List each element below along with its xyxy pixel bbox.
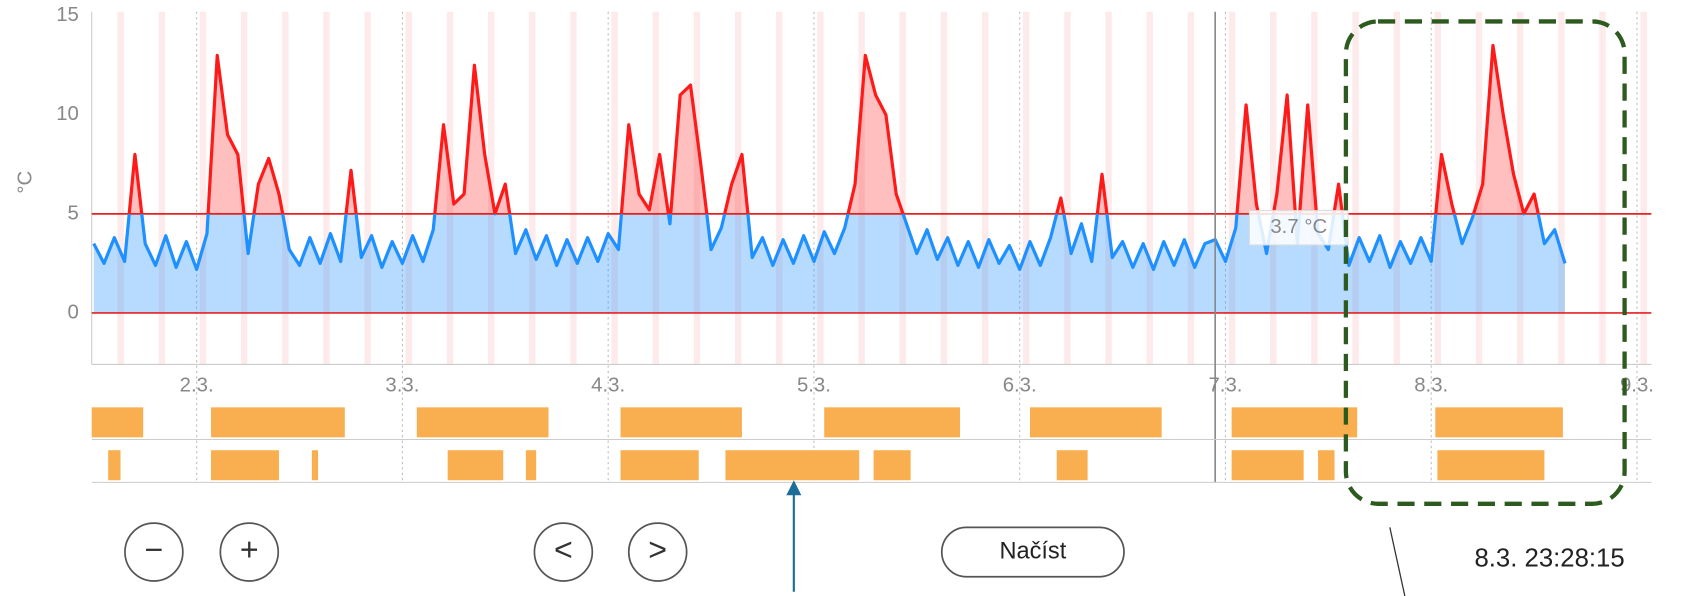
y-tick-label: 15 bbox=[56, 4, 79, 26]
prev-label[interactable]: < bbox=[554, 532, 573, 568]
load-label[interactable]: Načíst bbox=[999, 537, 1066, 563]
area-above bbox=[129, 45, 1539, 214]
highlight-box bbox=[1343, 19, 1627, 506]
state-band bbox=[108, 450, 121, 481]
state-band bbox=[447, 450, 504, 481]
state-band bbox=[1231, 450, 1304, 481]
zoom-in-button[interactable] bbox=[219, 522, 280, 582]
state-band bbox=[620, 407, 742, 438]
x-tick-label: 6.3. bbox=[1003, 374, 1037, 396]
y-tick-label: 0 bbox=[68, 301, 79, 323]
state-band bbox=[211, 450, 279, 481]
prev-button[interactable] bbox=[533, 522, 594, 582]
timestamp: 8.3. 23:28:15 bbox=[1474, 544, 1624, 572]
state-band bbox=[1435, 407, 1563, 438]
x-tick-label: 5.3. bbox=[797, 374, 831, 396]
state-band bbox=[873, 450, 911, 481]
state-band bbox=[1231, 407, 1358, 438]
state-band bbox=[416, 407, 549, 438]
zoom-in-label[interactable]: + bbox=[240, 532, 259, 568]
area-below bbox=[93, 213, 1565, 313]
zoom-out-button[interactable] bbox=[124, 522, 184, 582]
x-tick-label: 9.3. bbox=[1620, 374, 1654, 396]
zoom-out-label[interactable]: − bbox=[144, 532, 163, 568]
state-band bbox=[525, 450, 537, 481]
x-tick-label: 8.3. bbox=[1414, 374, 1448, 396]
tooltip-label: 3.7 °C bbox=[1270, 216, 1327, 238]
state-band bbox=[620, 450, 699, 481]
tooltip-box bbox=[1248, 210, 1349, 246]
x-tick-label: 2.3. bbox=[180, 374, 214, 396]
state-band bbox=[725, 450, 860, 481]
x-tick-label: 4.3. bbox=[591, 374, 625, 396]
x-tick-label: 3.3. bbox=[385, 374, 419, 396]
next-label[interactable]: > bbox=[648, 532, 667, 568]
y-tick-label: 10 bbox=[56, 103, 79, 125]
pointer-line bbox=[1389, 527, 1406, 596]
y-tick-label: 5 bbox=[68, 202, 79, 224]
state-band bbox=[91, 407, 144, 438]
arrow-head bbox=[786, 480, 802, 496]
chart: 0 5 10 15 2.3. 3.3. 4.3. 5.3. 6.3. 7.3. 8.3. 9.3. 3.… bbox=[56, 4, 1654, 483]
load-button[interactable] bbox=[940, 526, 1125, 578]
x-tick-label: 7.3. bbox=[1208, 374, 1242, 396]
state-band bbox=[1056, 450, 1088, 481]
state-band bbox=[1318, 450, 1335, 481]
state-band bbox=[1437, 450, 1545, 481]
state-band bbox=[211, 407, 345, 438]
state-band bbox=[824, 407, 961, 438]
state-band bbox=[311, 450, 319, 481]
y-axis-label: °C bbox=[15, 171, 37, 194]
next-button[interactable] bbox=[627, 522, 688, 582]
state-band bbox=[1029, 407, 1162, 438]
